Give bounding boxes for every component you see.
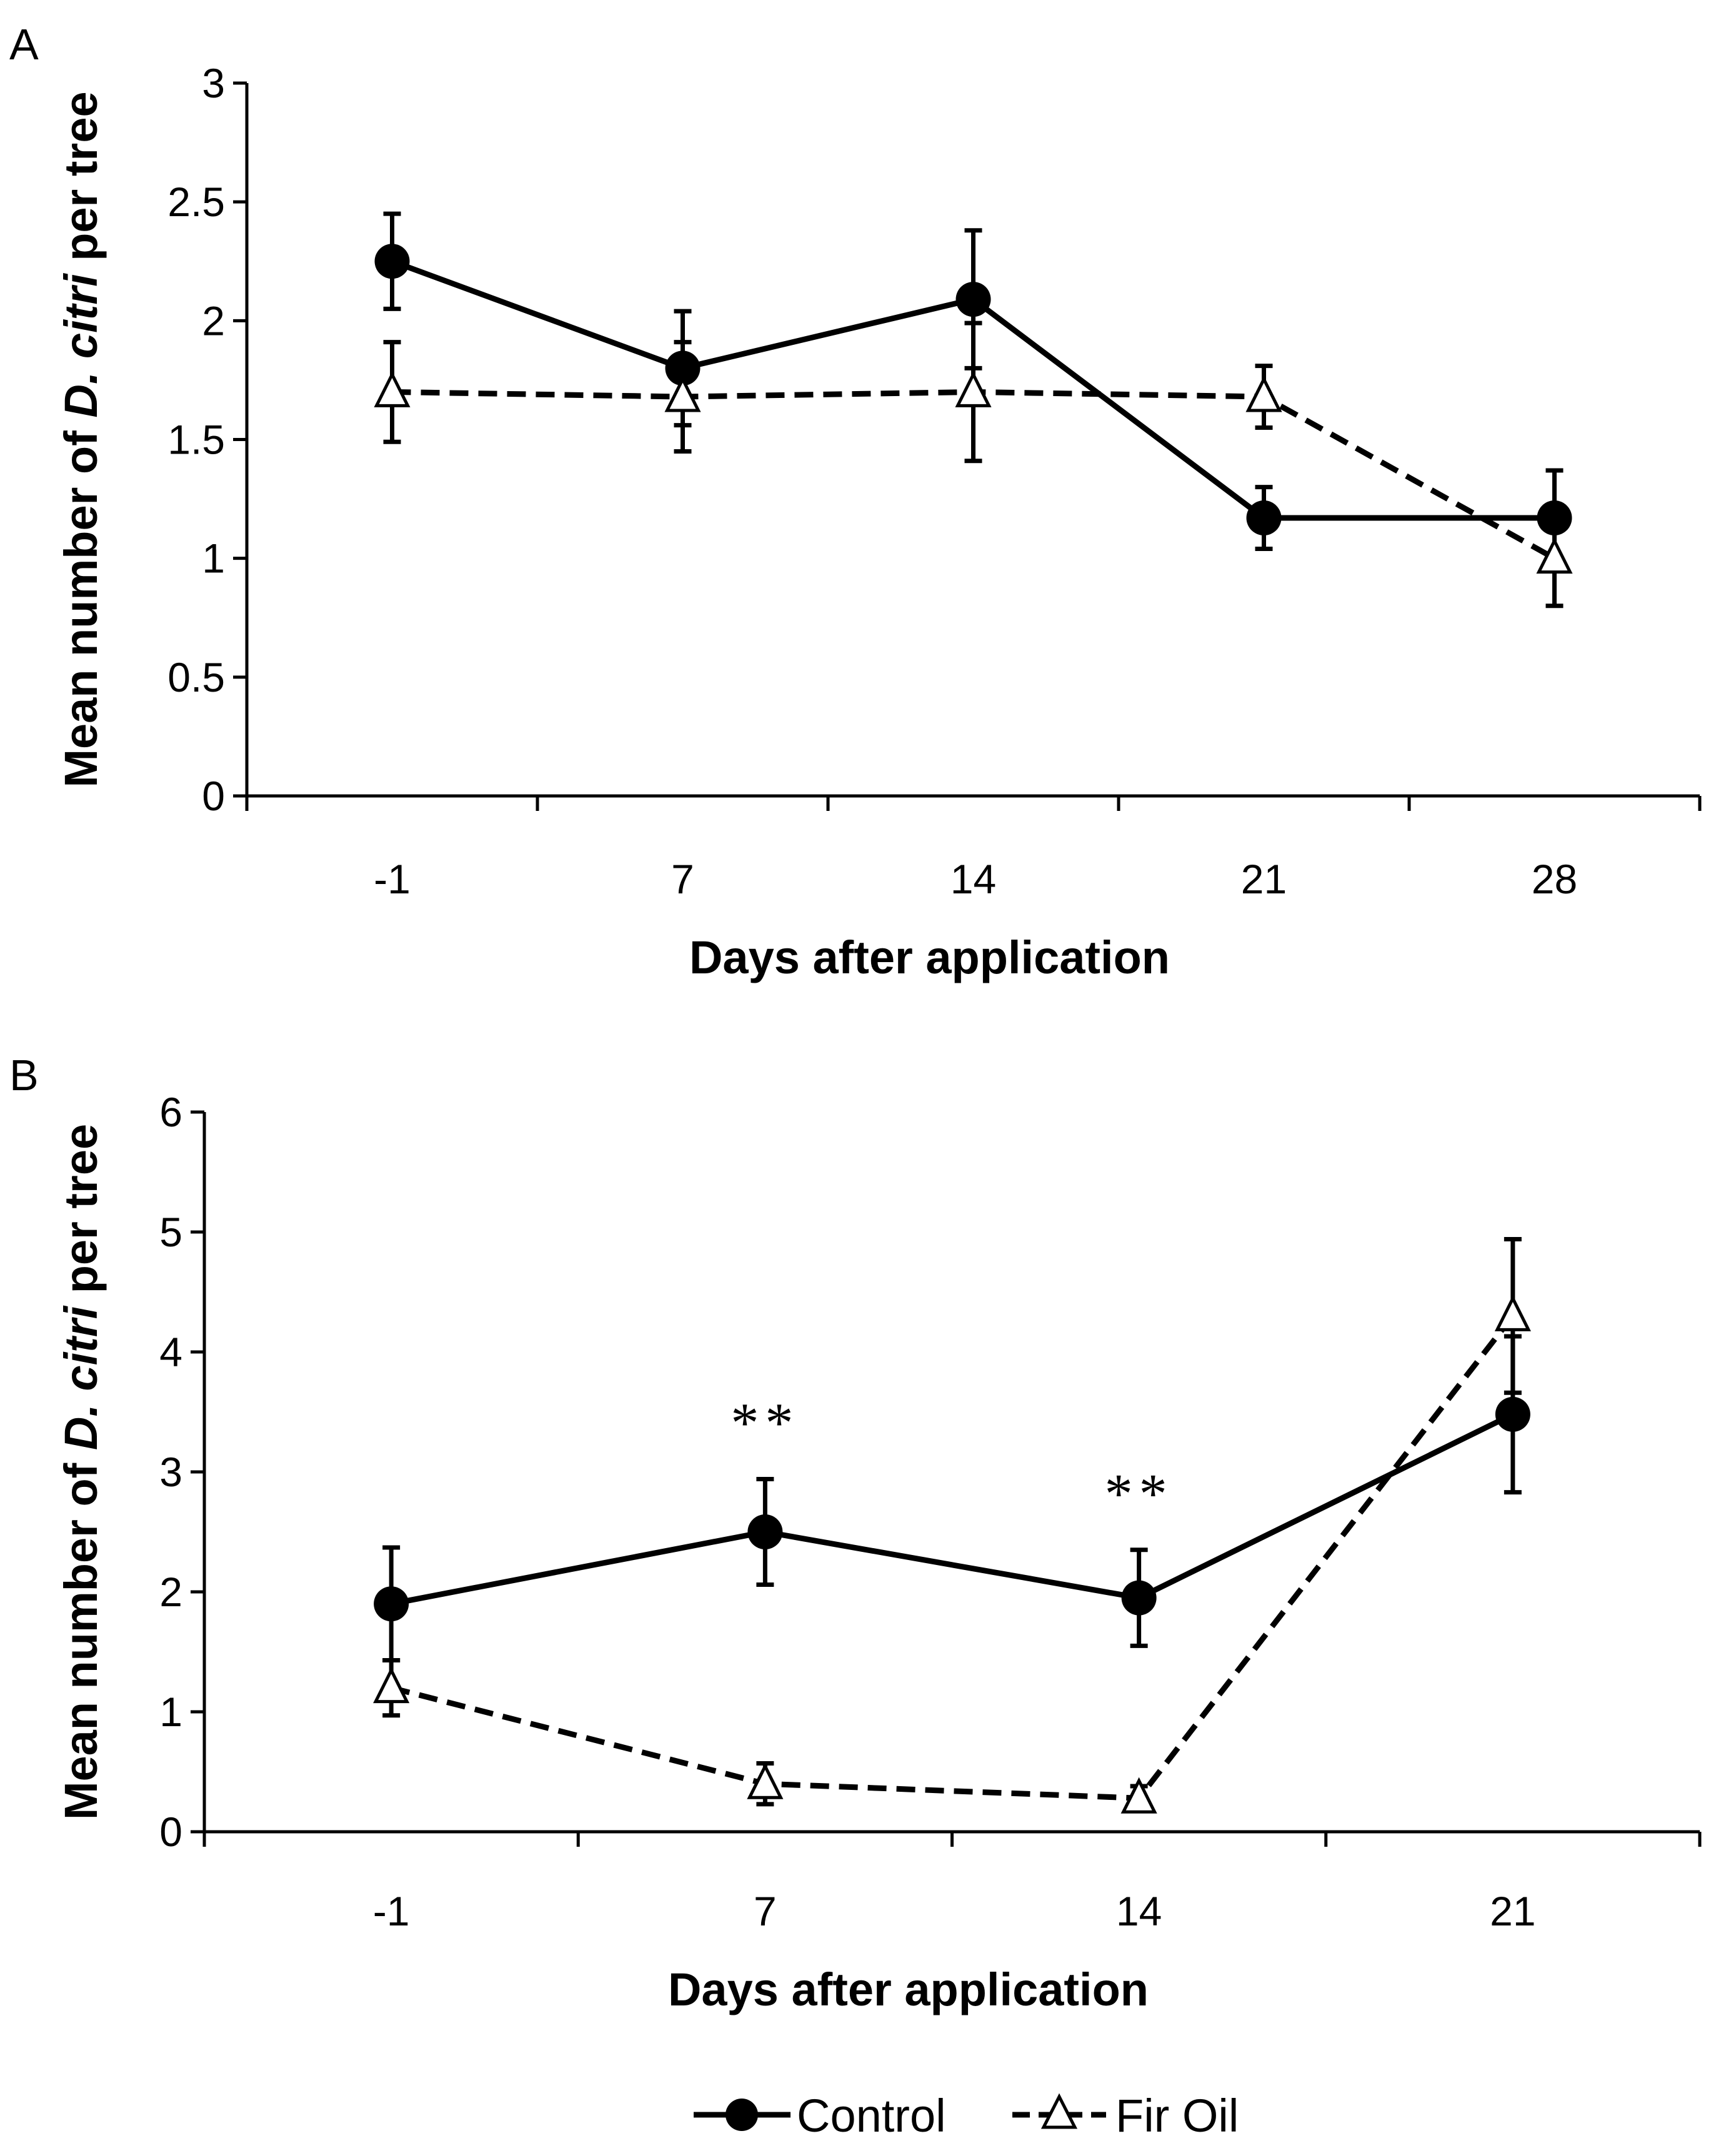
- y-tick-label-b: 6: [159, 1089, 182, 1135]
- data-point-fir-oil-b: [1494, 1294, 1531, 1331]
- data-point-fir-oil-a: [955, 370, 992, 407]
- y-tick-label-b: 2: [159, 1569, 182, 1615]
- y-tick-label-b: 4: [159, 1329, 182, 1375]
- x-tick-label-b: 21: [1490, 1888, 1535, 1934]
- y-tick-label-b: 1: [159, 1689, 182, 1735]
- data-point-control-b: [374, 1586, 409, 1622]
- series-line-control-b: [391, 1411, 1514, 1607]
- data-point-fir-oil-a: [1245, 375, 1282, 412]
- chart-panel-a: A 0 0.5 1 1.5 2 2.5 3 -1 7 14 21 28 Days after applic…: [9, 20, 1702, 983]
- x-tick-label-a: 21: [1241, 856, 1287, 902]
- significance-mark-b: **: [731, 1393, 799, 1454]
- data-point-fir-oil-b: [747, 1762, 784, 1799]
- data-point-fir-oil-a: [664, 375, 701, 412]
- data-point-control-a: [665, 350, 701, 386]
- y-tick-label-a: 1: [202, 535, 225, 582]
- x-tick-label-b: 7: [754, 1888, 777, 1934]
- x-tick-label-b: -1: [373, 1888, 410, 1934]
- panel-label-b: B: [9, 1051, 39, 1100]
- data-point-fir-oil-b: [1120, 1777, 1157, 1814]
- x-tick-label-b: 14: [1116, 1888, 1162, 1934]
- y-axis-title-part-b: per tree: [55, 1124, 107, 1306]
- data-point-control-a: [1537, 500, 1572, 536]
- data-point-control-a: [1246, 500, 1282, 536]
- y-axis-title-part-a: D. citri: [55, 273, 107, 418]
- y-axis-title-part-a: Mean number of: [55, 418, 107, 788]
- y-tick-label-b: 5: [159, 1209, 182, 1255]
- significance-mark-b: **: [1105, 1463, 1174, 1525]
- legend-firoil-label: Fir Oil: [1115, 2090, 1239, 2142]
- x-axis-title-b: Days after application: [668, 1964, 1149, 2015]
- chart-panel-b: B 0 1 2 3 4 5 6 -1 7 14 21 Days after application Mea…: [9, 1051, 1702, 2015]
- legend-control-marker: [726, 2099, 758, 2131]
- x-tick-label-a: 28: [1532, 856, 1577, 902]
- y-tick-label-b: 3: [159, 1449, 182, 1495]
- x-tick-label-a: 7: [671, 856, 694, 902]
- data-point-control-a: [374, 244, 410, 279]
- data-point-control-b: [1495, 1396, 1530, 1432]
- data-point-fir-oil-b: [373, 1667, 410, 1704]
- y-tick-label-a: 2: [202, 297, 225, 344]
- legend: Control Fir Oil: [694, 2090, 1239, 2142]
- panel-label-a: A: [9, 20, 39, 69]
- y-axis-title-part-a: per tree: [55, 91, 107, 274]
- legend-firoil-marker: [1040, 2093, 1078, 2129]
- data-point-fir-oil-a: [1536, 537, 1573, 574]
- x-tick-label-a: -1: [374, 856, 411, 902]
- y-axis-title-b: Mean number of D. citri per tree: [55, 1124, 107, 1820]
- y-axis-title-part-b: D. citri: [55, 1305, 107, 1450]
- series-line-fir-oil-b: [391, 1314, 1515, 1801]
- y-tick-label-a: 1.5: [167, 417, 225, 463]
- x-axis-title-a: Days after application: [689, 931, 1170, 983]
- y-tick-label-a: 2.5: [167, 179, 225, 225]
- data-point-control-a: [955, 282, 991, 317]
- y-tick-label-a: 0: [202, 773, 225, 819]
- y-tick-label-a: 0.5: [167, 654, 225, 700]
- y-tick-label-b: 0: [159, 1809, 182, 1855]
- y-axis-title-part-b: Mean number of: [55, 1450, 107, 1820]
- x-tick-label-a: 14: [950, 856, 996, 902]
- data-point-control-b: [747, 1514, 783, 1549]
- data-point-fir-oil-a: [374, 370, 411, 407]
- y-tick-label-a: 3: [202, 60, 225, 106]
- legend-control-label: Control: [797, 2090, 946, 2142]
- y-axis-title-a: Mean number of D. citri per tree: [55, 91, 107, 787]
- data-point-control-b: [1121, 1580, 1157, 1616]
